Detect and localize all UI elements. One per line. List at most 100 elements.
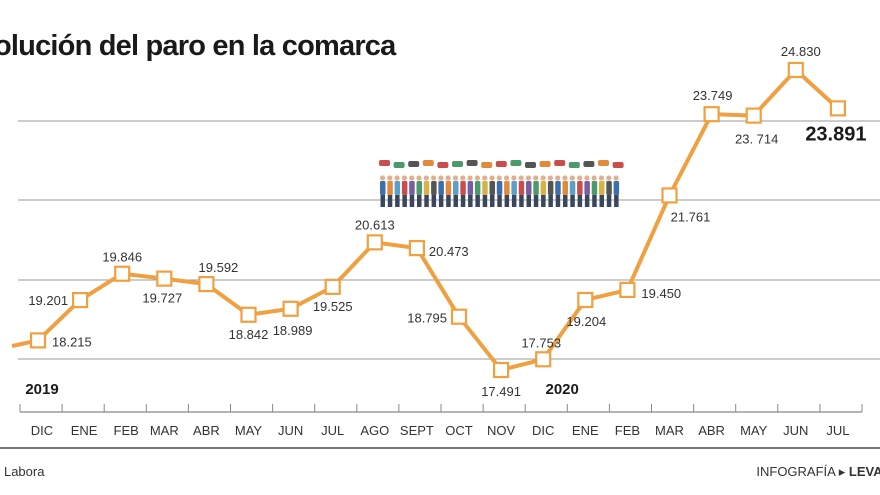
data-label: 19.592 <box>199 260 239 275</box>
data-label: 23. 714 <box>735 132 778 147</box>
speech-bubble-icon <box>408 161 420 167</box>
person-body-icon <box>562 181 568 195</box>
person-head-icon <box>577 175 583 181</box>
person-head-icon <box>525 175 532 181</box>
person-head-icon <box>438 175 444 181</box>
person-legs-icon <box>446 195 451 207</box>
speech-bubble-icon <box>539 161 551 167</box>
x-tick-label: MAY <box>740 423 768 438</box>
person-body-icon <box>555 181 561 195</box>
speech-bubble-icon <box>393 162 405 168</box>
person-body-icon <box>599 181 605 195</box>
speech-bubble-icon <box>422 160 434 166</box>
data-label: 19.201 <box>28 293 68 308</box>
person-legs-icon <box>599 195 604 207</box>
data-point-marker <box>535 351 552 368</box>
footer-divider <box>0 447 880 449</box>
data-point-marker <box>619 281 636 299</box>
person-head-icon <box>445 175 451 181</box>
person-legs-icon <box>584 195 590 207</box>
x-tick-label: JUN <box>783 423 808 438</box>
person-legs-icon <box>417 195 422 207</box>
data-point-marker <box>745 107 762 124</box>
person-legs-icon <box>570 195 575 207</box>
person-body-icon <box>518 181 525 195</box>
person-body-icon <box>489 181 495 195</box>
person-head-icon <box>489 175 495 181</box>
person-legs-icon <box>402 195 407 207</box>
x-tick-label: FEB <box>114 423 139 438</box>
person-body-icon <box>474 181 481 195</box>
person-legs-icon <box>468 195 473 207</box>
data-label: 17.753 <box>521 335 561 350</box>
person-legs-icon <box>424 195 429 207</box>
x-tick-label: ABR <box>193 423 220 438</box>
person-head-icon <box>547 175 554 181</box>
person-head-icon <box>533 175 539 181</box>
person-legs-icon <box>497 195 502 207</box>
speech-bubble-icon <box>437 162 449 168</box>
data-point-marker <box>493 361 510 379</box>
source-name: Labora <box>3 464 45 479</box>
person-head-icon <box>394 175 400 181</box>
person-legs-icon <box>555 195 561 207</box>
x-tick-label: ENE <box>572 423 599 438</box>
x-tick-label: NOV <box>487 423 516 438</box>
year-label: 2020 <box>546 381 579 398</box>
data-point-marker <box>577 291 594 309</box>
data-point-marker <box>450 308 468 325</box>
person-body-icon <box>496 181 503 195</box>
person-body-icon <box>409 181 415 195</box>
person-body-icon <box>511 181 517 195</box>
person-legs-icon <box>563 195 568 207</box>
data-point-marker <box>114 265 131 282</box>
speech-bubble-icon <box>379 160 390 166</box>
person-body-icon <box>467 181 474 195</box>
person-head-icon <box>584 175 590 181</box>
x-tick-label: ENE <box>71 423 98 438</box>
person-head-icon <box>379 175 386 181</box>
person-legs-icon <box>577 195 583 207</box>
x-tick-label: SEPT <box>400 423 434 438</box>
person-head-icon <box>431 175 437 181</box>
person-body-icon <box>460 181 466 195</box>
person-head-icon <box>409 175 415 181</box>
person-head-icon <box>511 175 517 181</box>
chart-title: olución del paro en la comarca <box>0 30 396 62</box>
person-legs-icon <box>380 195 385 207</box>
data-label: 19.525 <box>313 299 353 314</box>
data-label: 19.846 <box>102 250 142 265</box>
person-legs-icon <box>438 195 444 207</box>
speech-bubble-icon <box>466 160 478 166</box>
year-label: 2019 <box>25 381 58 398</box>
person-body-icon <box>387 181 393 195</box>
person-head-icon <box>474 175 480 181</box>
person-body-icon <box>533 181 539 195</box>
person-head-icon <box>518 175 524 181</box>
person-legs-icon <box>460 195 466 207</box>
person-head-icon <box>387 175 393 181</box>
person-head-icon <box>562 175 568 181</box>
x-tick-label: ABR <box>698 423 725 438</box>
data-label: 17.491 <box>481 384 521 399</box>
person-body-icon <box>445 181 452 195</box>
x-tick-label: JUL <box>321 423 344 438</box>
person-legs-icon <box>453 195 458 207</box>
data-point-marker <box>324 278 341 295</box>
person-legs-icon <box>482 195 488 207</box>
person-head-icon <box>401 175 407 181</box>
data-point-marker <box>829 100 847 117</box>
x-tick-label: JUN <box>278 423 303 438</box>
x-tick-label: AGO <box>360 423 389 438</box>
person-head-icon <box>482 175 488 181</box>
x-tick-label: DIC <box>532 423 554 438</box>
person-legs-icon <box>614 195 619 207</box>
data-label: 24.830 <box>781 44 821 59</box>
data-label: 19.727 <box>142 291 182 306</box>
person-legs-icon <box>533 195 539 207</box>
person-head-icon <box>423 175 429 181</box>
person-legs-icon <box>541 195 546 207</box>
person-legs-icon <box>475 195 480 207</box>
data-label: 19.450 <box>641 286 681 301</box>
speech-bubble-icon <box>495 161 507 167</box>
